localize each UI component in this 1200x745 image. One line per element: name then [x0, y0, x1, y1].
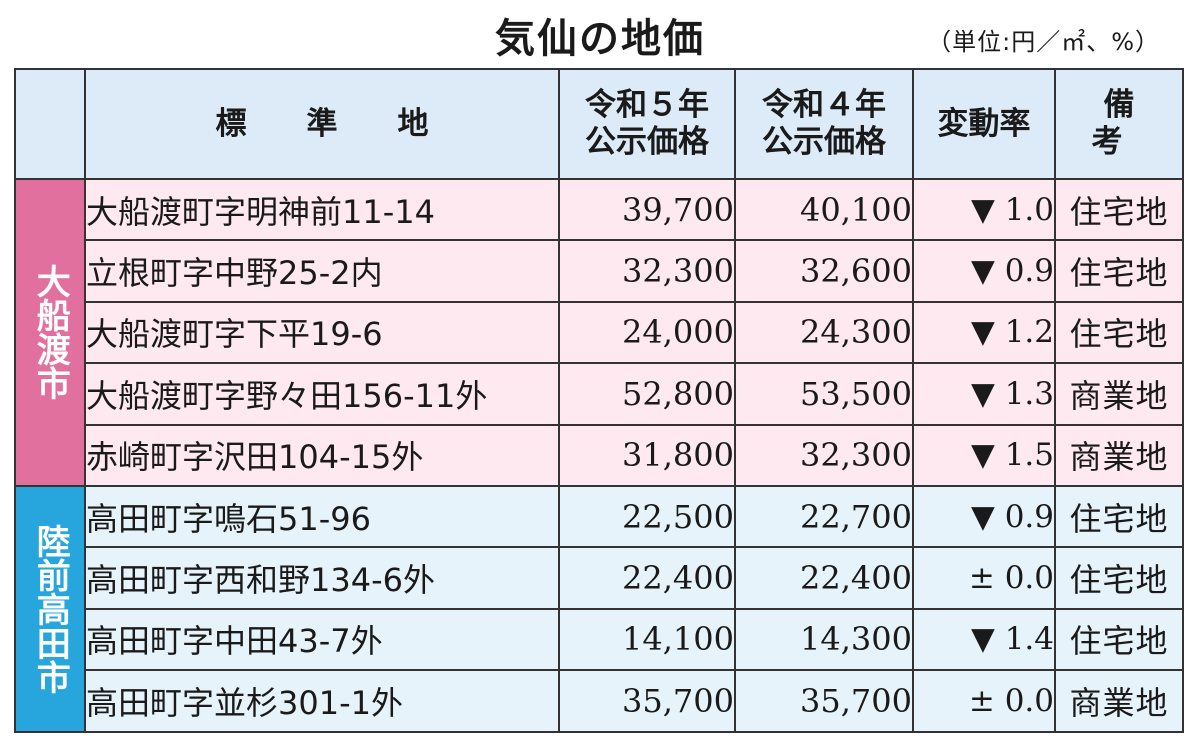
change-cell: ▼ 0.9: [912, 484, 1056, 549]
note-cell: 商業地: [1054, 423, 1184, 487]
change-cell: ± 0.0: [912, 669, 1056, 733]
table-row: 高田町字西和野134-6外 22,400 22,400 ± 0.0 住宅地: [15, 546, 1184, 610]
price-r4-cell: 32,300: [734, 423, 914, 487]
price-r5-cell: 14,100: [558, 607, 736, 672]
price-r4-cell: 24,300: [734, 300, 914, 365]
table-row: 大船渡町字野々田156-11外 52,800 53,500 ▼ 1.3 商業地: [15, 362, 1184, 426]
location-cell: 大船渡町字下平19-6: [84, 300, 560, 365]
table-row: 大船渡市 大船渡町字明神前11-14 39,700 40,100 ▼ 1.0 住…: [14, 177, 1184, 487]
note-cell: 商業地: [1054, 362, 1184, 426]
table-row: 陸前高田市 高田町字鳴石51-96 22,500 22,700 ▼ 0.9 住宅…: [14, 484, 1184, 733]
region-name: 陸前高田市: [30, 523, 71, 694]
header-note: 備考: [1054, 68, 1184, 180]
page-title: 気仙の地価: [495, 15, 705, 62]
header-price-r5: 令和５年 公示価格: [558, 68, 736, 180]
header-price-r5-line1: 令和５年: [585, 87, 709, 124]
location-cell: 高田町字鳴石51-96: [84, 484, 560, 549]
change-cell: ▼ 0.9: [912, 239, 1056, 303]
table-row: 高田町字並杉301-1外 35,700 35,700 ± 0.0 商業地: [15, 669, 1184, 733]
change-cell: ▼ 1.4: [912, 607, 1056, 672]
location-cell: 立根町字中野25-2内: [84, 239, 560, 303]
region-group-rikuzentakata: 陸前高田市 高田町字鳴石51-96 22,500 22,700 ▼ 0.9 住宅…: [14, 484, 1184, 733]
note-cell: 住宅地: [1054, 300, 1184, 365]
price-r5-cell: 22,400: [558, 546, 736, 610]
location-cell: 高田町字並杉301-1外: [84, 669, 560, 733]
header-price-r4-line1: 令和４年: [762, 87, 886, 124]
region-name: 大船渡市: [30, 264, 71, 401]
table-row: 高田町字中田43-7外 14,100 14,300 ▼ 1.4 住宅地: [15, 607, 1184, 672]
change-cell: ▼ 1.5: [912, 423, 1056, 487]
header-price-r5-line2: 公示価格: [585, 124, 709, 160]
price-r5-cell: 35,700: [558, 669, 736, 733]
price-r5-cell: 24,000: [558, 300, 736, 365]
price-r4-cell: 22,700: [734, 484, 914, 549]
location-cell: 大船渡町字野々田156-11外: [84, 362, 560, 426]
price-r4-cell: 14,300: [734, 607, 914, 672]
price-r4-cell: 22,400: [734, 546, 914, 610]
header-location: 標準地: [84, 68, 560, 180]
location-cell: 高田町字西和野134-6外: [84, 546, 560, 610]
note-cell: 住宅地: [1054, 239, 1184, 303]
note-cell: 住宅地: [1054, 607, 1184, 672]
land-price-table: 標準地 令和５年 公示価格 令和４年 公示価格 変動率 備考 大船渡市 大船渡町…: [14, 68, 1184, 733]
region-label-rikuzentakata: 陸前高田市: [14, 484, 86, 733]
price-r4-cell: 53,500: [734, 362, 914, 426]
price-r4-cell: 32,600: [734, 239, 914, 303]
price-r5-cell: 22,500: [558, 484, 736, 549]
table-row: 大船渡町字下平19-6 24,000 24,300 ▼ 1.2 住宅地: [15, 300, 1184, 365]
location-cell: 高田町字中田43-7外: [84, 607, 560, 672]
unit-note: （単位:円／㎡、%）: [927, 28, 1160, 56]
price-r5-cell: 52,800: [558, 362, 736, 426]
location-cell: 赤崎町字沢田104-15外: [84, 423, 560, 487]
table-row: 立根町字中野25-2内 32,300 32,600 ▼ 0.9 住宅地: [15, 239, 1184, 303]
price-r5-cell: 31,800: [558, 423, 736, 487]
note-cell: 住宅地: [1054, 177, 1184, 242]
table-row: 赤崎町字沢田104-15外 31,800 32,300 ▼ 1.5 商業地: [15, 423, 1184, 487]
region-label-ofunato: 大船渡市: [14, 178, 86, 487]
header-row: 標準地 令和５年 公示価格 令和４年 公示価格 変動率 備考: [14, 68, 1184, 180]
change-cell: ▼ 1.2: [912, 300, 1056, 365]
note-cell: 商業地: [1054, 669, 1184, 733]
header-change: 変動率: [912, 68, 1056, 180]
region-group-ofunato: 大船渡市 大船渡町字明神前11-14 39,700 40,100 ▼ 1.0 住…: [14, 177, 1184, 487]
corner-cell: [14, 68, 86, 180]
note-cell: 住宅地: [1054, 546, 1184, 610]
change-cell: ▼ 1.0: [912, 177, 1056, 242]
note-cell: 住宅地: [1054, 484, 1184, 549]
price-r5-cell: 39,700: [558, 177, 736, 242]
change-cell: ▼ 1.3: [912, 362, 1056, 426]
price-r4-cell: 40,100: [734, 177, 914, 242]
price-r4-cell: 35,700: [734, 669, 914, 733]
price-r5-cell: 32,300: [558, 239, 736, 303]
header-price-r4: 令和４年 公示価格: [734, 68, 914, 180]
change-cell: ± 0.0: [912, 546, 1056, 610]
header-price-r4-line2: 公示価格: [762, 124, 886, 160]
location-cell: 大船渡町字明神前11-14: [84, 177, 560, 242]
